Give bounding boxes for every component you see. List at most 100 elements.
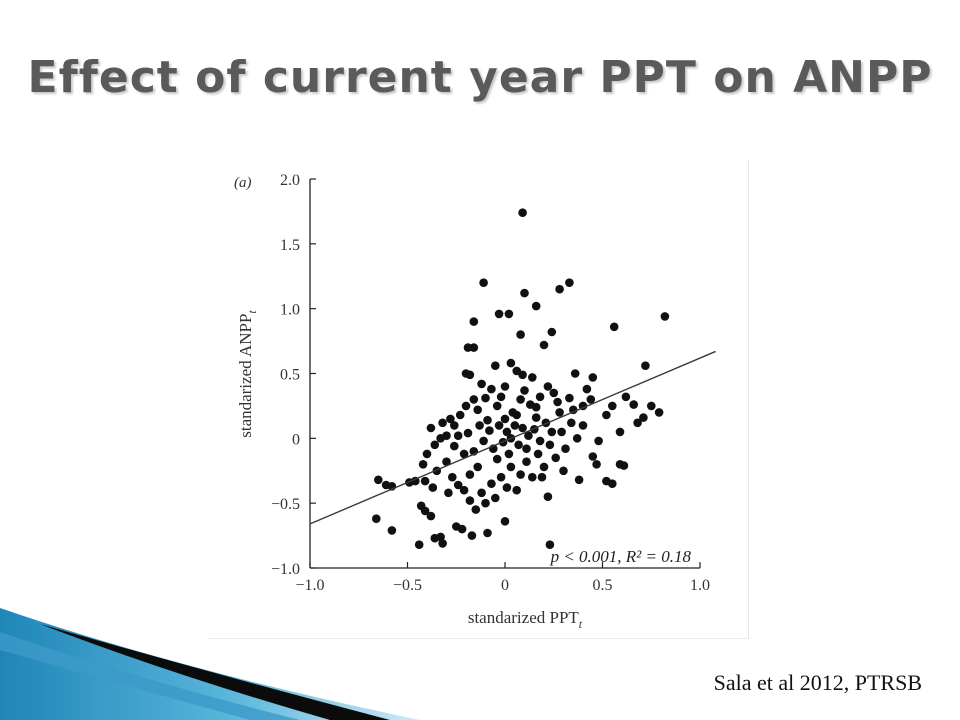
x-axis-label: standarized PPTt	[468, 608, 583, 631]
data-point	[570, 369, 580, 378]
data-point	[500, 382, 510, 391]
data-point	[543, 382, 553, 391]
data-point	[535, 436, 545, 446]
data-point	[426, 423, 436, 433]
data-point	[647, 401, 656, 411]
data-point	[483, 528, 492, 538]
data-point	[518, 423, 527, 433]
data-point	[438, 539, 447, 548]
data-point	[494, 421, 504, 430]
data-point	[609, 322, 619, 332]
x-tick-label: 0.5	[593, 577, 613, 594]
data-point	[594, 436, 603, 446]
data-point	[430, 440, 440, 450]
stats-annotation: p < 0.001, R² = 0.18	[550, 547, 692, 566]
x-axis-label-subscript: t	[579, 617, 583, 631]
data-point	[500, 414, 510, 424]
data-point	[473, 462, 483, 472]
data-point	[471, 505, 481, 514]
y-tick-label: −0.5	[271, 496, 300, 513]
data-point	[539, 462, 549, 472]
data-point	[442, 457, 451, 467]
y-tick-label: 0.5	[280, 367, 300, 384]
data-point	[545, 540, 555, 549]
data-point	[438, 418, 447, 428]
data-point	[469, 343, 479, 352]
data-point	[485, 426, 494, 435]
data-point	[459, 485, 469, 495]
data-point	[518, 208, 527, 217]
data-point	[453, 431, 463, 441]
data-point	[608, 479, 617, 489]
data-point	[504, 449, 514, 459]
data-point	[516, 330, 525, 339]
data-point	[555, 284, 564, 294]
data-point	[619, 461, 629, 470]
data-point	[518, 370, 527, 380]
y-axis-label-subscript: t	[245, 310, 259, 314]
data-point	[446, 414, 455, 424]
data-point	[539, 340, 549, 350]
data-point	[475, 421, 484, 430]
data-point	[639, 413, 648, 422]
data-point	[578, 421, 588, 430]
data-point	[569, 405, 578, 415]
data-point	[420, 476, 430, 486]
data-point	[629, 400, 638, 409]
data-point	[615, 427, 625, 437]
data-point	[374, 475, 383, 485]
data-point	[547, 427, 557, 437]
data-point	[479, 436, 488, 446]
data-point	[465, 496, 475, 505]
data-point	[602, 410, 611, 420]
x-tick-label: −1.0	[295, 577, 324, 594]
data-point	[533, 449, 543, 459]
data-point	[582, 384, 592, 394]
data-point	[477, 488, 486, 498]
x-tick-label: 1.0	[690, 577, 710, 594]
data-point	[561, 444, 570, 454]
data-point	[422, 449, 432, 459]
data-point	[522, 457, 531, 467]
data-point	[426, 511, 436, 521]
x-axis-label-text: standarized PPT	[468, 608, 580, 627]
data-point	[481, 393, 490, 403]
data-point	[477, 379, 486, 389]
data-point	[510, 421, 520, 430]
data-point	[547, 327, 557, 337]
data-point	[549, 388, 559, 398]
data-point	[555, 408, 564, 417]
data-point	[512, 410, 521, 420]
citation: Sala et al 2012, PTRSB	[713, 670, 922, 695]
data-point	[543, 492, 553, 502]
data-point	[461, 369, 471, 378]
data-point	[567, 418, 576, 428]
data-point	[545, 440, 555, 450]
data-point	[387, 526, 397, 535]
data-point	[500, 517, 510, 526]
data-point	[506, 358, 516, 368]
data-point	[641, 361, 650, 370]
data-point	[586, 395, 596, 404]
decorative-swoosh	[0, 608, 420, 720]
data-point	[528, 373, 537, 382]
data-point	[465, 470, 475, 479]
data-points	[372, 208, 670, 549]
data-point	[455, 410, 465, 420]
data-point	[492, 401, 502, 411]
data-point	[514, 440, 523, 450]
data-point	[520, 386, 529, 395]
data-point	[414, 540, 424, 549]
data-point	[428, 483, 438, 492]
data-point	[494, 309, 504, 319]
data-point	[608, 401, 617, 411]
data-point	[504, 309, 514, 319]
data-point	[522, 444, 531, 454]
y-tick-label: −1.0	[271, 561, 300, 578]
data-point	[436, 434, 445, 443]
data-point	[453, 480, 463, 490]
data-point	[551, 453, 560, 463]
data-point	[420, 506, 430, 516]
data-point	[479, 278, 488, 287]
slide-title: Effect of current year PPT on ANPP	[27, 52, 933, 103]
